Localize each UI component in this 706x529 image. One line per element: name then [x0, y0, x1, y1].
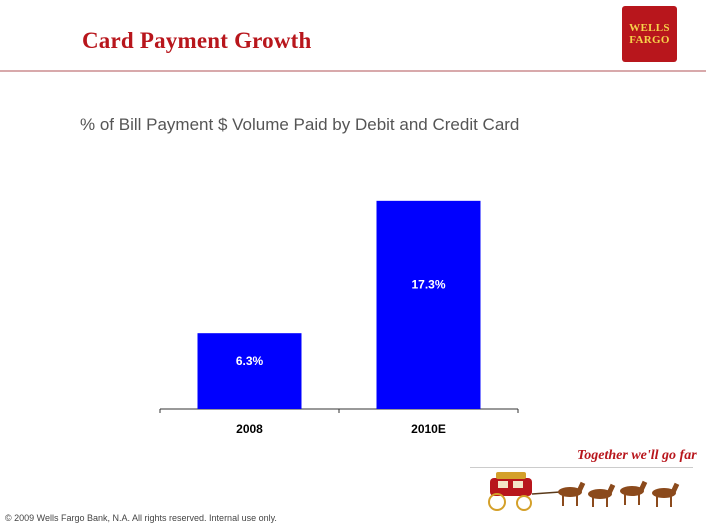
logo-line-2: FARGO — [629, 34, 670, 46]
data-label-2010E: 17.3% — [411, 277, 445, 291]
x-tick-label-2008: 2008 — [236, 422, 263, 436]
wells-fargo-logo: WELLS FARGO — [622, 6, 677, 62]
data-label-2008: 6.3% — [236, 354, 264, 368]
logo-line-1: WELLS — [629, 22, 670, 34]
tagline: Together we'll go far — [577, 448, 697, 463]
copyright-notice: © 2009 Wells Fargo Bank, N.A. All rights… — [5, 513, 277, 523]
footer-divider — [470, 467, 693, 468]
bar-2008 — [197, 333, 302, 409]
stagecoach-illustration — [488, 472, 680, 511]
chart-title: % of Bill Payment $ Volume Paid by Debit… — [80, 115, 520, 134]
x-tick-label-2010E: 2010E — [411, 422, 446, 436]
header-divider — [0, 70, 706, 72]
page-title: Card Payment Growth — [82, 28, 312, 53]
bar-2010E — [376, 200, 481, 409]
